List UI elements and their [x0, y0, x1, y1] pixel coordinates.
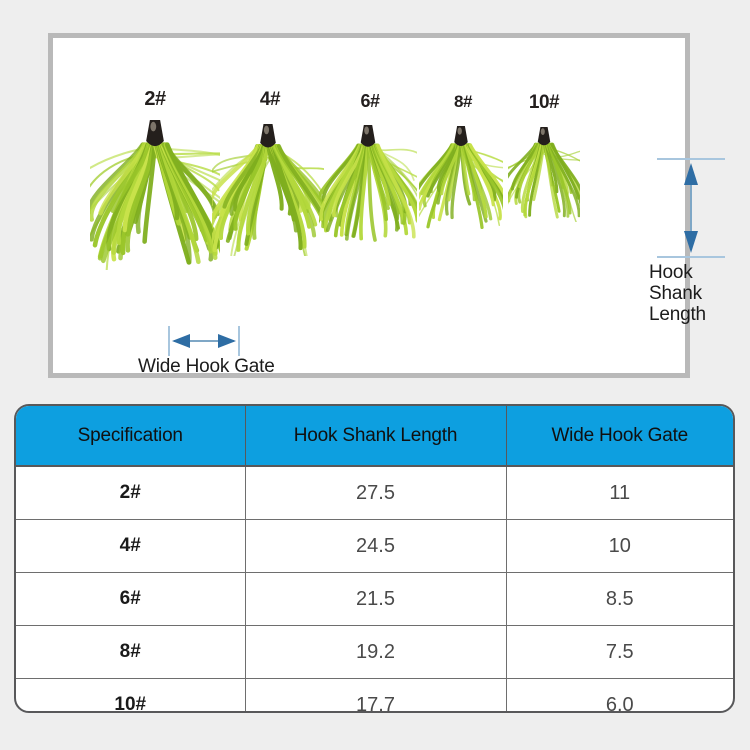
lure-graphic — [303, 125, 462, 262]
hook-shank-length-label: Hook Shank Length — [649, 262, 745, 325]
shank-label-line-3: Length — [649, 304, 706, 325]
cell-wide-hook-gate: 11 — [506, 466, 733, 520]
column-header-specification: Specification — [16, 406, 246, 467]
cell-hook-shank-length: 27.5 — [245, 466, 507, 520]
table-body: 2# 27.5 11 4# 24.5 10 6# 21.5 8.5 8# 19.2 7.5 10# 17.… — [16, 466, 733, 713]
skirt-strands — [412, 143, 510, 230]
cell-wide-hook-gate: 8.5 — [506, 572, 733, 626]
lure-4 — [185, 124, 369, 277]
hook-shank-length-annotation: Hook Shank Length — [649, 158, 745, 343]
cell-wide-hook-gate: 6.0 — [605, 693, 634, 713]
cell-hook-shank-length: 24.5 — [245, 519, 507, 573]
jig-head — [454, 126, 468, 147]
cell-hook-shank-length: 21.5 — [245, 572, 507, 626]
jig-head — [146, 120, 164, 147]
shank-label-line-1: Hook — [649, 262, 693, 283]
cell-hook-shank-length: 17.7 — [245, 678, 507, 711]
table-header: Specification Hook Shank Length Wide Hoo… — [16, 406, 733, 467]
skirt-strands — [502, 142, 585, 219]
table-row: 10# 17.7 6.0 — [16, 678, 733, 713]
size-label-2: 2# — [144, 88, 166, 110]
column-header-hook-shank-length: Hook Shank Length — [245, 406, 507, 467]
lure-graphic — [395, 126, 548, 235]
size-label-4: 4# — [259, 89, 281, 110]
column-header-wide-hook-gate: Wide Hook Gate — [506, 406, 733, 467]
cell-specification: 10# — [16, 678, 246, 711]
lure-graphic — [185, 124, 369, 277]
wide-hook-gate-annotation: Wide Hook Gate — [138, 326, 338, 392]
jig-head — [260, 124, 276, 148]
specification-table: Specification Hook Shank Length Wide Hoo… — [14, 404, 735, 713]
lure-graphic — [54, 120, 283, 286]
lure-2 — [54, 120, 283, 286]
shank-label-line-2: Shank — [649, 283, 702, 304]
vertical-double-arrow-icon — [657, 158, 725, 258]
cell-specification: 6# — [16, 572, 246, 626]
lure-graphic — [481, 127, 616, 231]
cell-specification: 2# — [16, 466, 246, 520]
cell-specification: 8# — [16, 625, 246, 679]
lure-6 — [303, 125, 462, 262]
size-label-6: 6# — [360, 91, 380, 111]
lure-display-stage: 2# 4# 6# 8# 10# — [53, 38, 685, 373]
spec-table-element: Specification Hook Shank Length Wide Hoo… — [16, 406, 733, 713]
lure-8 — [395, 126, 548, 235]
cell-wide-hook-gate: 10 — [506, 519, 733, 573]
table-row: 2# 27.5 11 — [16, 466, 733, 520]
size-label-10: 10# — [528, 92, 560, 113]
arrow-svg — [684, 163, 698, 253]
horizontal-double-arrow-icon — [168, 326, 240, 356]
table-row: 8# 19.2 7.5 — [16, 625, 733, 679]
arrow-svg — [172, 334, 236, 348]
cell-hook-shank-length: 19.2 — [245, 625, 507, 679]
jig-head — [537, 127, 551, 146]
table-header-row: Specification Hook Shank Length Wide Hoo… — [16, 406, 733, 467]
cell-specification: 4# — [16, 519, 246, 573]
cell-wide-hook-gate: 7.5 — [506, 625, 733, 679]
skirt-strands — [310, 143, 421, 242]
lure-10 — [481, 127, 616, 231]
wide-hook-gate-label: Wide Hook Gate — [138, 356, 275, 377]
skirt-strands — [86, 142, 227, 265]
size-label-8: 8# — [454, 92, 472, 111]
product-image-panel: 2# 4# 6# 8# 10# Hook Shank Length — [48, 33, 725, 378]
jig-head — [360, 125, 376, 147]
table-row: 4# 24.5 10 — [16, 519, 733, 573]
table-row: 6# 21.5 8.5 — [16, 572, 733, 626]
